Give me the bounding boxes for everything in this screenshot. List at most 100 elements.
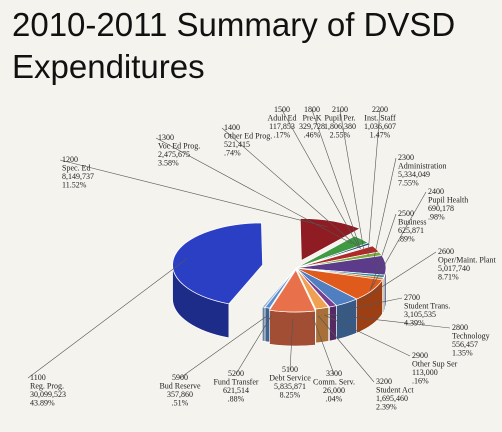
slice-label-line: Other Ed Prog. xyxy=(224,132,272,141)
slice-label-line: Student Act xyxy=(376,386,414,395)
slice-label-line: 2500 xyxy=(398,209,414,218)
slice-label-5200: 5200 Fund Transfer 621,514.88% xyxy=(213,369,258,404)
slice-label-2600: 2600 Oper/Maint. Plant 5,017,740 8.71% xyxy=(438,247,497,282)
pie-slice-5900 xyxy=(261,267,297,308)
slice-label-line: 26,000 xyxy=(323,386,345,395)
slice-label-line: 1,036,607 xyxy=(364,122,396,131)
slice-label-line: Spec. Ed xyxy=(62,164,90,173)
pie-slice-side-5900 xyxy=(261,306,266,342)
slice-label-2400: 2400 Pupil Health 690,178.98% xyxy=(428,187,468,222)
slice-label-line: 2.39% xyxy=(376,403,397,412)
slice-label-2500: 2500 Business 625,871.89% xyxy=(398,209,426,244)
slice-label-1400: 1400 Other Ed Prog. 521,415.74% xyxy=(224,123,272,158)
leader-line-3300 xyxy=(312,316,335,375)
slice-label-line: 5100 xyxy=(282,365,298,374)
pie-slice-1100 xyxy=(172,222,263,305)
slice-label-line: 2400 xyxy=(428,187,444,196)
slice-label-line: 43.89% xyxy=(30,399,55,408)
leader-line-5100 xyxy=(289,319,294,371)
pie-slice-side-3200 xyxy=(315,306,329,344)
slice-label-line: Pupil Per. xyxy=(324,114,355,123)
slice-label-line: Inst. Staff xyxy=(364,114,396,123)
slice-label-line: 2100 xyxy=(332,105,348,114)
slice-label-1100: 1100 Reg. Prog. 30,099,523 43.89% xyxy=(30,373,66,408)
slice-label-line: 1200 xyxy=(62,155,78,164)
slice-label-line: 1500 xyxy=(274,105,290,114)
slice-label-line: 113,000 xyxy=(412,368,438,377)
slice-label-line: 1.35% xyxy=(452,349,473,358)
slice-label-line: .89% xyxy=(398,235,415,244)
slice-label-line: Comm. Serv. xyxy=(313,378,355,387)
slice-label-line: Bud Reserve xyxy=(159,382,201,391)
leader-line-1400 xyxy=(221,127,359,248)
slice-label-line: 5,017,740 xyxy=(438,264,470,273)
slice-label-line: 8,149,737 xyxy=(62,172,94,181)
slice-label-2100: 2100 Pupil Per. 1,806,380 2.55% xyxy=(324,105,356,140)
leader-line-5900 xyxy=(179,314,269,379)
slice-label-line: .17% xyxy=(274,131,291,140)
leader-line-3200 xyxy=(318,315,375,383)
slice-label-line: 2,475,675 xyxy=(158,150,190,159)
slice-label-line: 1,695,460 xyxy=(376,394,408,403)
chart-title-line2: Expenditures xyxy=(12,48,205,85)
slice-label-2900: 2900 Other Sup Ser 113,000.16% xyxy=(412,351,458,386)
leader-line-1100 xyxy=(27,258,188,379)
slice-label-line: Fund Transfer xyxy=(213,378,258,387)
slice-label-line: 621,514 xyxy=(223,386,249,395)
slice-label-3300: 3300 Comm. Serv. 26,000.04% xyxy=(313,369,355,404)
slice-label-line: .74% xyxy=(224,149,241,158)
slice-label-2300: 2300 Administration 5,334,049 7.55% xyxy=(398,153,446,188)
slice-label-line: 2300 xyxy=(398,153,414,162)
leader-line-2500 xyxy=(369,213,397,291)
slice-label-line: Business xyxy=(398,218,426,227)
slice-label-line: Adult Ed xyxy=(267,114,296,123)
slice-label-line: 8.25% xyxy=(280,391,301,400)
slice-label-line: Technology xyxy=(452,332,490,341)
slice-label-line: 5900 xyxy=(172,373,188,382)
slice-label-line: 3200 xyxy=(376,377,392,386)
leader-line-2600 xyxy=(360,251,437,301)
slice-label-line: 2900 xyxy=(412,351,428,360)
pie-slice-1200 xyxy=(299,218,361,262)
leader-line-1800 xyxy=(311,109,361,249)
slice-label-1200: 1200 Spec. Ed 8,149,737 11.52% xyxy=(62,155,94,190)
slice-label-line: 4.39% xyxy=(404,319,425,328)
leader-line-5200 xyxy=(235,315,272,375)
slice-label-line: 5200 xyxy=(228,369,244,378)
slice-label-line: .51% xyxy=(172,399,189,408)
slice-label-line: .16% xyxy=(412,377,429,386)
slice-label-line: 7.55% xyxy=(398,179,419,188)
chart-title-line1: 2010-2011 Summary of DVSD xyxy=(12,6,456,43)
slice-label-line: Pupil Health xyxy=(428,196,468,205)
slice-label-line: 5,835,871 xyxy=(274,382,306,391)
slice-label-line: 690,178 xyxy=(428,204,454,213)
slice-label-1800: 1800 Pre-K 329,728.46% xyxy=(299,105,325,140)
slice-label-line: 556,457 xyxy=(452,340,478,349)
slice-label-line: 3300 xyxy=(326,369,342,378)
slice-label-line: 30,099,523 xyxy=(30,390,66,399)
leader-line-2200 xyxy=(367,109,381,256)
slice-label-line: Reg. Prog. xyxy=(30,382,64,391)
slice-label-line: .46% xyxy=(304,131,321,140)
slice-label-2700: 2700 Student Trans. 3,105,535 4.39% xyxy=(404,293,450,328)
slice-label-3200: 3200 Student Act 1,695,460 2.39% xyxy=(376,377,414,412)
slice-label-line: 1.47% xyxy=(370,131,391,140)
slice-label-line: Administration xyxy=(398,162,446,171)
slice-label-line: 5,334,049 xyxy=(398,170,430,179)
slice-label-1500: 1500 Adult Ed 117,853.17% xyxy=(267,105,296,140)
slice-label-line: 2200 xyxy=(372,105,388,114)
slice-label-line: 625,871 xyxy=(398,226,424,235)
slice-label-line: Oper/Maint. Plant xyxy=(438,256,497,265)
leader-line-2800 xyxy=(327,313,451,329)
slice-label-1300: 1300 Voc Ed Prog. 2,475,675 3.58% xyxy=(158,133,200,168)
slice-label-line: 357,860 xyxy=(167,390,193,399)
slice-label-2200: 2200 Inst. Staff 1,036,607 1.47% xyxy=(364,105,396,140)
leader-line-1300 xyxy=(155,137,353,244)
slice-label-line: 1100 xyxy=(30,373,46,382)
slice-label-line: 117,853 xyxy=(269,122,295,131)
slice-label-line: Pre-K xyxy=(302,114,321,123)
slice-label-line: 1400 xyxy=(224,123,240,132)
slice-label-line: 2800 xyxy=(452,323,468,332)
slice-label-line: .04% xyxy=(326,395,343,404)
